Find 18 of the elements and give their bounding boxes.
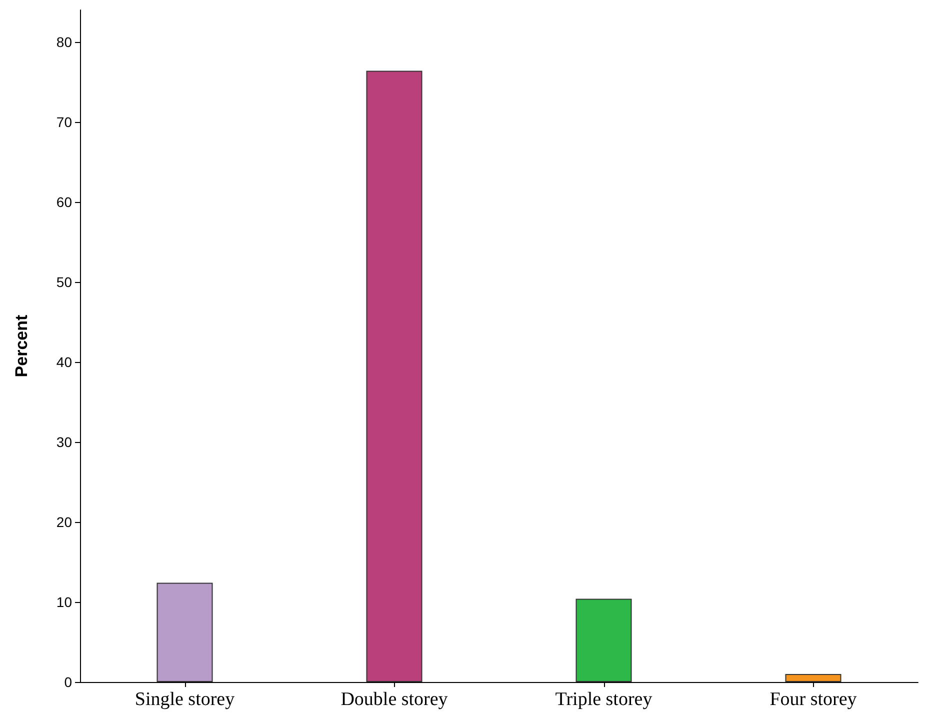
- y-tick-label: 40: [56, 354, 72, 370]
- y-tick-label: 30: [56, 434, 72, 450]
- bar: [576, 598, 632, 682]
- y-tick-label: 80: [56, 34, 72, 50]
- bar: [785, 674, 842, 682]
- x-tick-label: Four storey: [770, 689, 858, 710]
- y-tick-label: 0: [64, 674, 72, 690]
- x-tick-label: Triple storey: [555, 689, 653, 710]
- y-tick-label: 70: [56, 114, 72, 130]
- bar: [366, 70, 422, 682]
- y-tick-label: 50: [56, 274, 72, 290]
- y-tick-label: 60: [56, 194, 72, 210]
- y-tick-label: 10: [56, 594, 72, 610]
- y-tick-label: 20: [56, 514, 72, 530]
- y-axis-title: Percent: [12, 314, 31, 378]
- x-tick-label: Single storey: [134, 689, 236, 710]
- bar: [156, 582, 213, 682]
- x-tick-label: Double storey: [340, 689, 448, 710]
